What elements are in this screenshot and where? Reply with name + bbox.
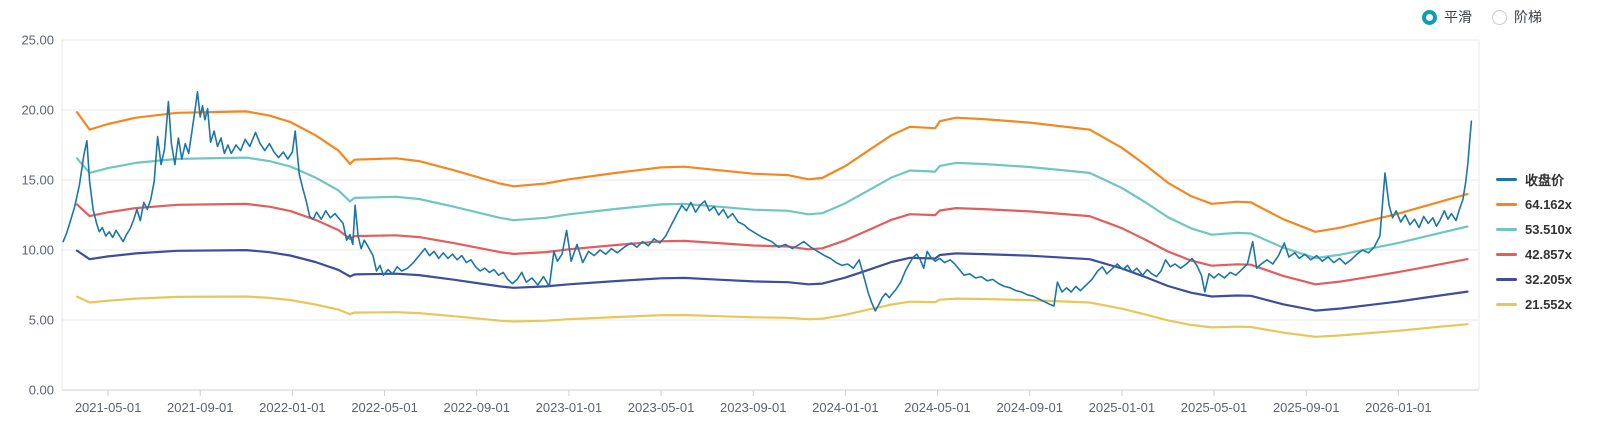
legend-swatch-icon <box>1496 228 1517 231</box>
radio-option-smooth[interactable]: 平滑 <box>1422 9 1472 25</box>
x-axis-tick-label: 2023-05-01 <box>628 400 695 415</box>
y-axis-tick-label: 5.00 <box>29 313 54 328</box>
radio-step-label: 阶梯 <box>1514 9 1542 25</box>
legend-item-32_205x[interactable]: 32.205x <box>1496 267 1572 292</box>
x-axis-tick-label: 2023-01-01 <box>536 400 603 415</box>
x-axis-tick-label: 2021-09-01 <box>167 400 234 415</box>
legend-label: 32.205x <box>1525 272 1572 287</box>
legend-item-64_162x[interactable]: 64.162x <box>1496 192 1572 217</box>
x-axis-tick-label: 2024-09-01 <box>996 400 1063 415</box>
pe-band-line-32_205x <box>75 249 1469 312</box>
x-axis-tick-label: 2025-09-01 <box>1273 400 1340 415</box>
legend-label: 53.510x <box>1525 222 1572 237</box>
x-axis-tick-label: 2026-01-01 <box>1365 400 1432 415</box>
legend-label: 收盘价 <box>1525 173 1565 188</box>
pe-band-line-64_162x <box>75 110 1469 233</box>
x-axis-tick-label: 2024-05-01 <box>904 400 971 415</box>
x-axis-tick-label: 2024-01-01 <box>812 400 879 415</box>
legend-swatch-icon <box>1496 203 1517 206</box>
x-axis-tick-label: 2022-09-01 <box>443 400 510 415</box>
legend-label: 21.552x <box>1525 297 1572 312</box>
y-axis-tick-label: 20.00 <box>21 103 54 118</box>
y-axis-tick-label: 25.00 <box>21 33 54 48</box>
chart-legend: 收盘价 64.162x 53.510x 42.857x 32.205x 21.552x <box>1496 167 1572 317</box>
radio-option-step[interactable]: 阶梯 <box>1492 9 1542 25</box>
radio-unselected-icon[interactable] <box>1492 9 1507 25</box>
y-axis-tick-label: 10.00 <box>21 243 54 258</box>
legend-label: 64.162x <box>1525 197 1572 212</box>
x-axis-tick-label: 2022-05-01 <box>351 400 418 415</box>
legend-swatch-icon <box>1496 303 1517 306</box>
legend-swatch-icon <box>1496 278 1517 281</box>
close-price-line <box>62 91 1473 312</box>
x-axis-tick-label: 2025-05-01 <box>1181 400 1248 415</box>
x-axis-tick-label: 2021-05-01 <box>75 400 142 415</box>
pe-band-line-42_857x <box>75 202 1469 286</box>
x-axis-tick-label: 2025-01-01 <box>1089 400 1156 415</box>
legend-item-21_552x[interactable]: 21.552x <box>1496 292 1572 317</box>
legend-item-53_510x[interactable]: 53.510x <box>1496 217 1572 242</box>
legend-swatch-icon <box>1496 178 1517 181</box>
legend-item-close-price[interactable]: 收盘价 <box>1496 167 1572 192</box>
x-axis-tick-label: 2022-01-01 <box>259 400 326 415</box>
series-mode-controls: 平滑 阶梯 <box>1422 9 1542 25</box>
legend-item-42_857x[interactable]: 42.857x <box>1496 242 1572 267</box>
x-axis-tick-label: 2023-09-01 <box>720 400 787 415</box>
legend-label: 42.857x <box>1525 247 1572 262</box>
radio-selected-icon[interactable] <box>1422 9 1437 25</box>
pe-band-line-21_552x <box>75 295 1469 338</box>
pe-band-line-53_510x <box>75 156 1469 260</box>
y-axis-tick-label: 15.00 <box>21 173 54 188</box>
legend-swatch-icon <box>1496 253 1517 256</box>
radio-smooth-label: 平滑 <box>1444 9 1472 25</box>
y-axis-tick-label: 0.00 <box>29 383 54 398</box>
